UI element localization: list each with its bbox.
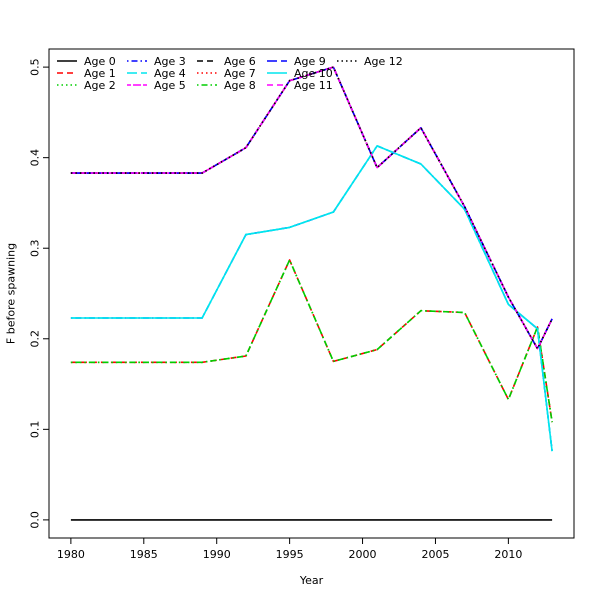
legend-label-age-10: Age 10 <box>294 67 333 80</box>
x-tick-label: 1985 <box>130 548 158 561</box>
x-tick-label: 2010 <box>494 548 522 561</box>
legend-label-age-5: Age 5 <box>154 79 186 92</box>
legend-label-age-0: Age 0 <box>84 55 116 68</box>
y-axis-title: F before spawning <box>5 243 18 344</box>
x-tick-label: 1980 <box>57 548 85 561</box>
y-tick-label: 0.1 <box>29 421 42 439</box>
x-tick-label: 1990 <box>203 548 231 561</box>
legend-label-age-3: Age 3 <box>154 55 186 68</box>
legend-label-age-11: Age 11 <box>294 79 333 92</box>
legend-label-age-12: Age 12 <box>364 55 403 68</box>
y-axis: 0.0 0.1 0.2 0.3 0.4 0.5 <box>29 58 49 529</box>
y-tick-label: 0.3 <box>29 239 42 257</box>
series-line-age-5 <box>70 66 553 350</box>
legend-label-age-4: Age 4 <box>154 67 186 80</box>
x-axis: 1980 1985 1990 1995 2000 2005 2010 <box>57 538 522 561</box>
x-axis-title: Year <box>299 574 324 587</box>
legend-label-age-8: Age 8 <box>224 79 256 92</box>
x-tick-label: 2005 <box>421 548 449 561</box>
legend-label-age-6: Age 6 <box>224 55 256 68</box>
legend-label-age-1: Age 1 <box>84 67 116 80</box>
legend-label-age-9: Age 9 <box>294 55 326 68</box>
series-line-age-10 <box>70 145 553 452</box>
legend-label-age-2: Age 2 <box>84 79 116 92</box>
y-tick-label: 0.4 <box>29 149 42 167</box>
series-line-age-11 <box>70 66 553 350</box>
series-line-age-8 <box>70 259 553 423</box>
series-line-age-9 <box>70 66 553 350</box>
y-tick-label: 0.2 <box>29 330 42 348</box>
y-tick-label: 0.5 <box>29 58 42 76</box>
x-tick-label: 2000 <box>349 548 377 561</box>
y-tick-label: 0.0 <box>29 511 42 529</box>
plot-frame <box>48 48 575 539</box>
x-tick-label: 1995 <box>276 548 304 561</box>
series-layer <box>70 66 553 521</box>
legend-label-age-7: Age 7 <box>224 67 256 80</box>
